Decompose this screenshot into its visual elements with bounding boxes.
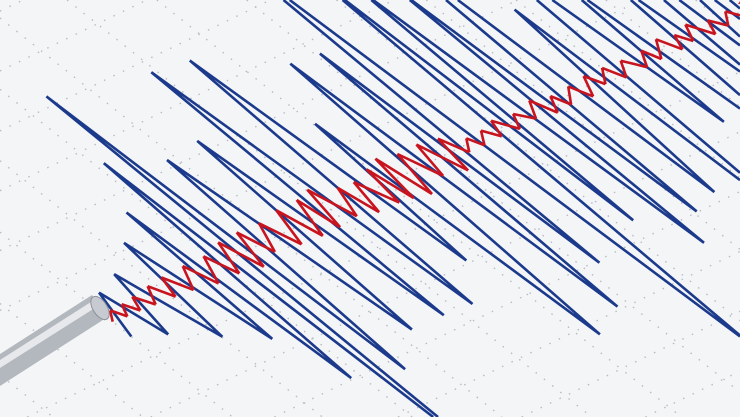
stylus-needle	[0, 295, 110, 386]
stylus-tip	[90, 295, 110, 321]
grid-line	[397, 250, 740, 417]
stylus-highlight	[0, 300, 98, 368]
grid-line	[274, 190, 740, 417]
grid-line	[0, 0, 24, 12]
stylus-body	[0, 295, 106, 386]
grid-line	[0, 0, 518, 252]
blue-trace-line	[45, 0, 740, 417]
red-trace-line	[108, 1, 740, 322]
grid-line	[0, 0, 271, 132]
grid-line	[425, 0, 740, 250]
grid-line	[246, 0, 740, 393]
red-seismic-trace	[108, 1, 740, 322]
grid-line	[0, 374, 54, 417]
grid-line	[0, 160, 323, 417]
grid-line	[645, 370, 740, 417]
grid-line	[0, 0, 147, 72]
grid-line	[521, 310, 740, 417]
grid-line	[0, 231, 233, 417]
blue-seismic-traces	[45, 0, 740, 417]
